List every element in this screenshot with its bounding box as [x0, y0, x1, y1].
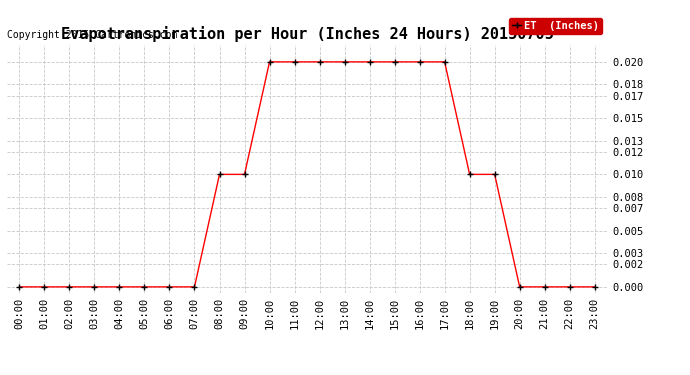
Legend: ET  (Inches): ET (Inches) [509, 18, 602, 34]
Text: Copyright 2015 Cartronics.com: Copyright 2015 Cartronics.com [7, 30, 177, 40]
Title: Evapotranspiration per Hour (Inches 24 Hours) 20150705: Evapotranspiration per Hour (Inches 24 H… [61, 27, 553, 42]
